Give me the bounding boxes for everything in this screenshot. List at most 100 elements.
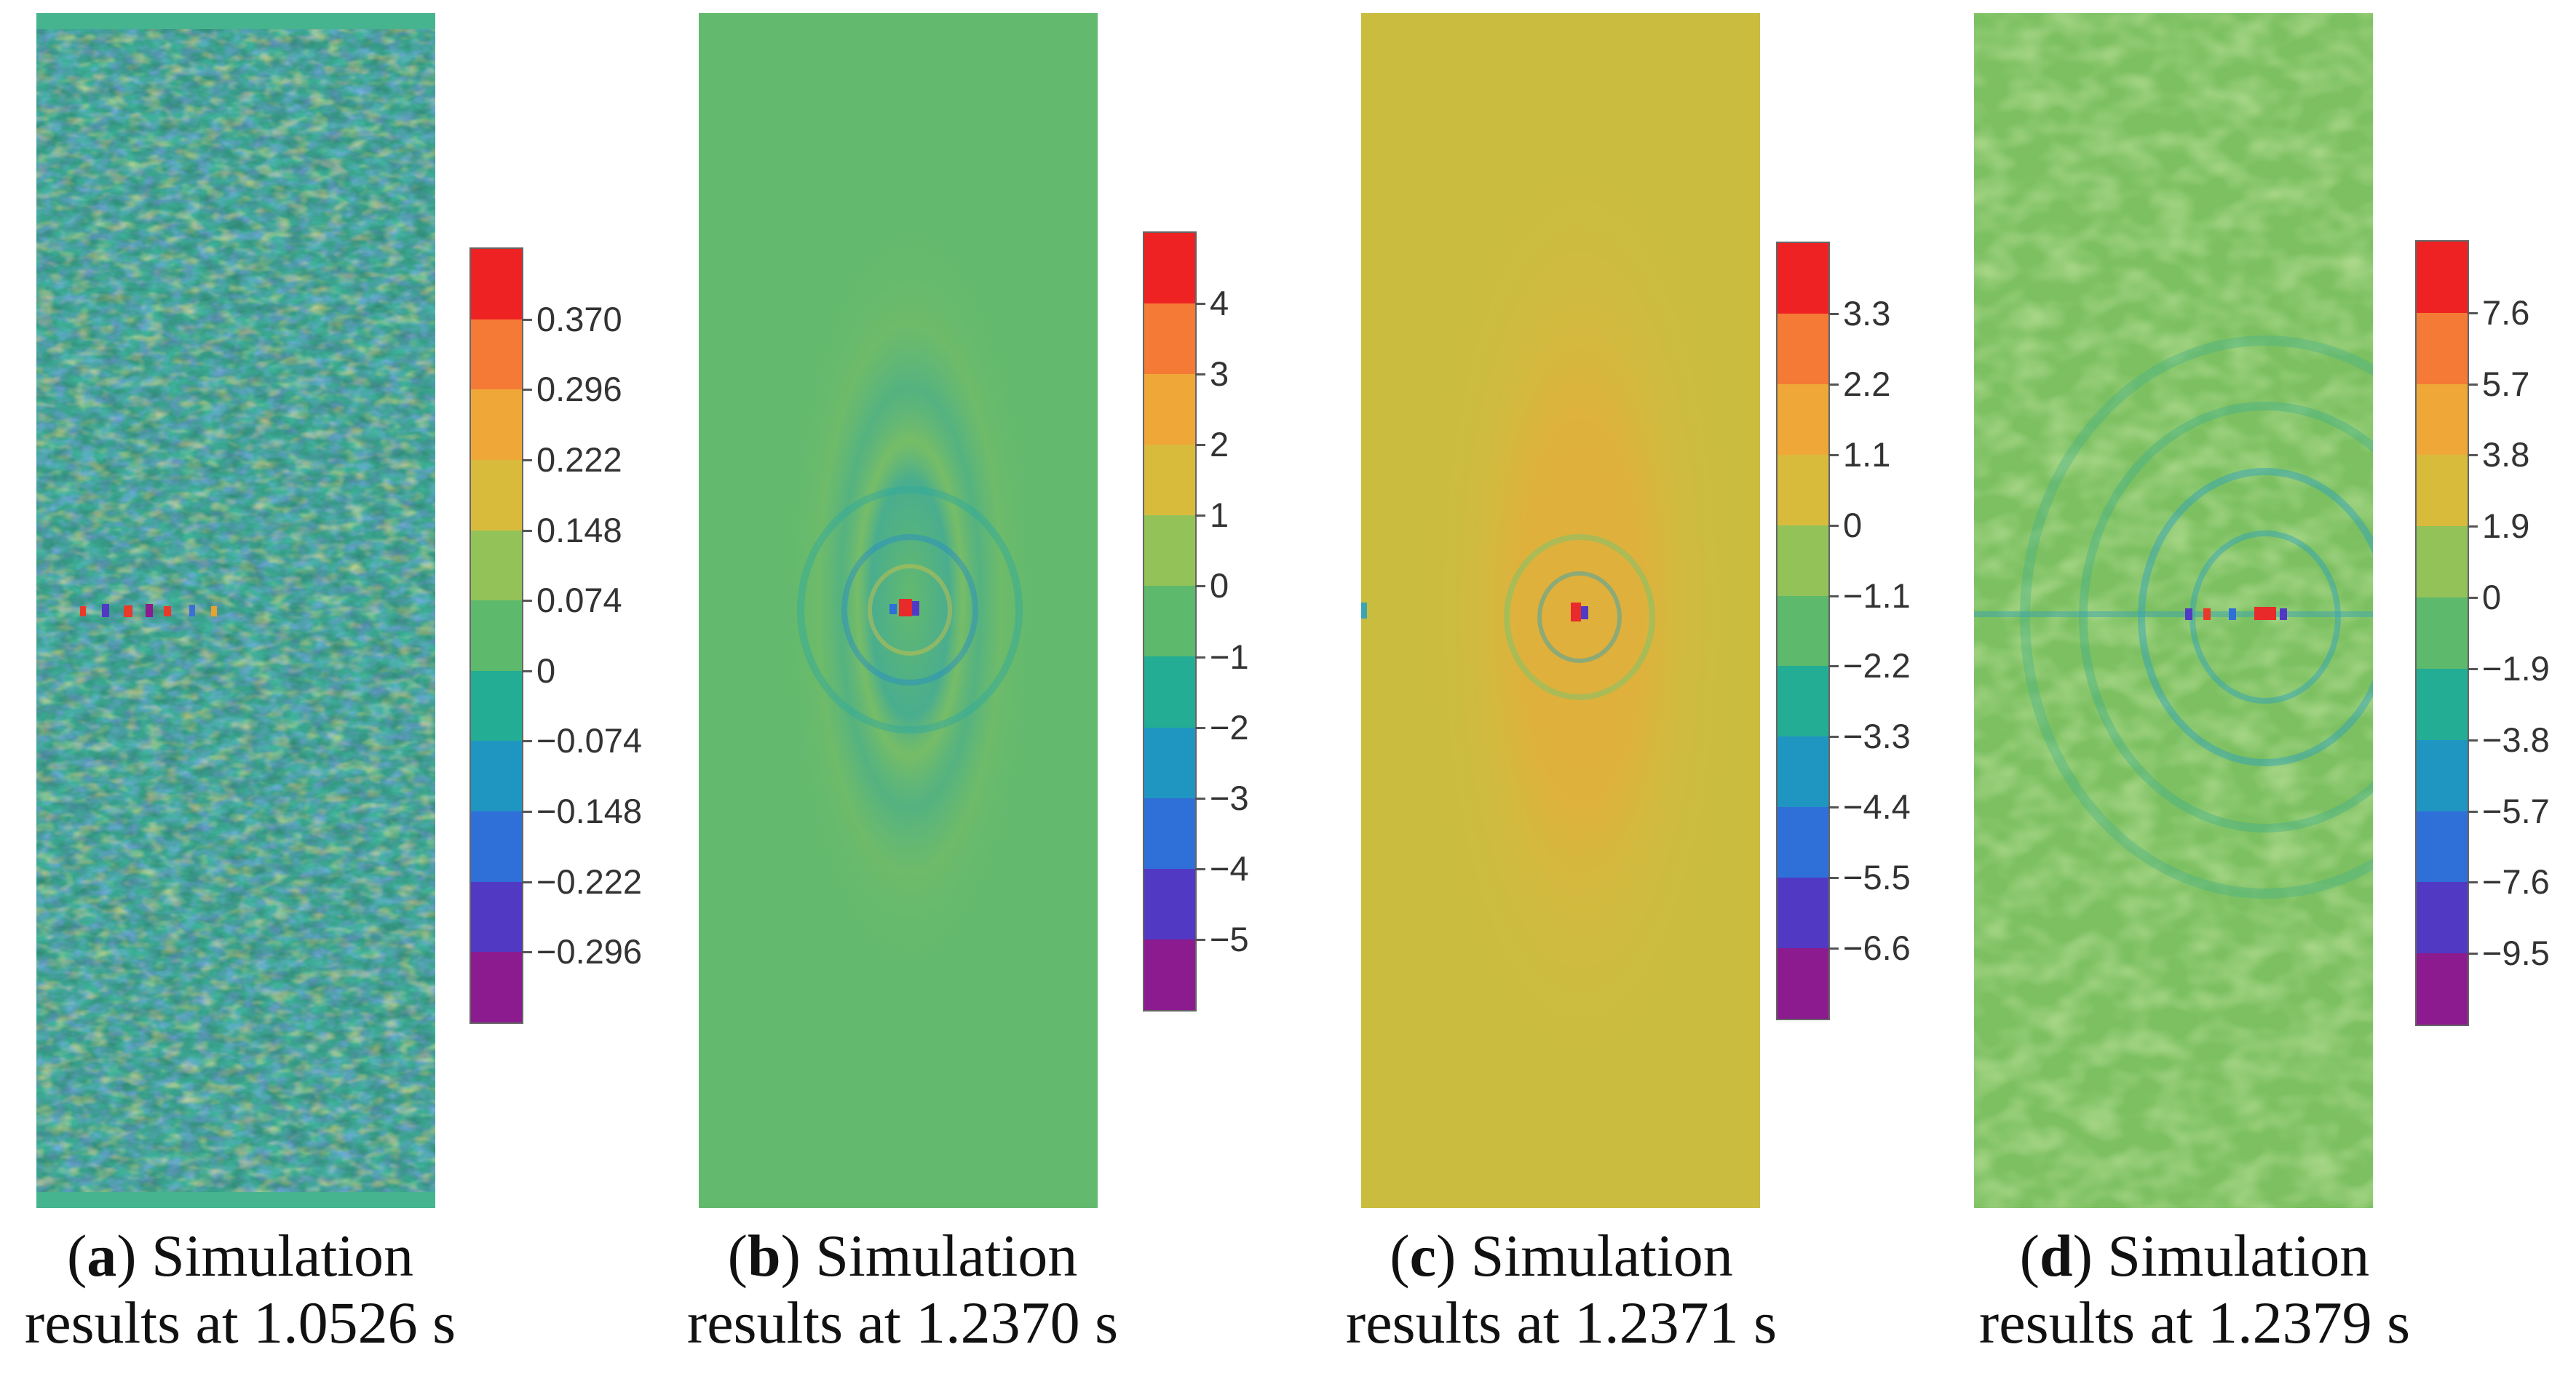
panel-c-tick-mark	[1828, 736, 1839, 739]
panel-b-tick-mark	[1195, 656, 1205, 659]
panel-c-caption: (c) Simulation results at 1.2371 s	[1345, 1223, 1778, 1356]
panel-b-caption-rest: ) Simulation	[780, 1223, 1078, 1289]
panel-d-map	[1974, 13, 2373, 1208]
panel-a-tick-label: 0.222	[536, 440, 622, 479]
colorbar-band	[2417, 739, 2468, 811]
panel-b-tick-mark	[1195, 303, 1205, 306]
colorbar-band	[471, 670, 522, 742]
panel-b-tick-mark	[1195, 938, 1205, 941]
colorbar-band	[1778, 666, 1828, 737]
panel-b-tick-mark	[1195, 514, 1205, 517]
colorbar-band	[471, 530, 522, 601]
panel-c-tick-label: −3.3	[1843, 717, 1911, 756]
panel-a-caption: (a) Simulation results at 1.0526 s	[24, 1223, 456, 1356]
panel-d-tick-mark	[2468, 739, 2478, 742]
panel-b-tick-label: −4	[1210, 849, 1249, 888]
panel-b-tick-label: 0	[1210, 566, 1229, 605]
colorbar-band	[1778, 807, 1828, 878]
panel-c-tick-mark	[1828, 947, 1839, 950]
colorbar-band	[1144, 515, 1195, 587]
colorbar-band	[1778, 243, 1828, 314]
panel-b-tick-mark	[1195, 585, 1205, 588]
panel-c-tick-mark	[1828, 312, 1839, 315]
panel-d-tick-mark	[2468, 525, 2478, 528]
colorbar-band	[1778, 525, 1828, 596]
panel-a-tick-mark	[522, 529, 532, 532]
panel-a-tick-mark	[522, 458, 532, 461]
panel-c-tick-label: 1.1	[1843, 434, 1891, 474]
colorbar-band	[1144, 798, 1195, 869]
panel-d-tick-label: 7.6	[2482, 293, 2530, 332]
panel-c-tick-mark	[1828, 524, 1839, 527]
panel-a-tick-mark	[522, 951, 532, 954]
panel-b-colorbar	[1143, 231, 1197, 1012]
colorbar-band	[1778, 454, 1828, 525]
colorbar-band	[1144, 303, 1195, 375]
colorbar-band	[2417, 953, 2468, 1025]
panel-d-tick-mark	[2468, 311, 2478, 314]
panel-a-tick-mark	[522, 881, 532, 883]
panel-b-map	[699, 13, 1098, 1208]
panel-a-tick-mark	[522, 669, 532, 672]
colorbar-band	[2417, 384, 2468, 456]
panel-b-tick-mark	[1195, 373, 1205, 376]
panel-c-tick-label: −1.1	[1843, 576, 1911, 615]
panel-a-tick-label: −0.296	[536, 932, 643, 971]
colorbar-band	[2417, 597, 2468, 669]
panel-a-tick-mark	[522, 811, 532, 814]
panel-a-tick-mark	[522, 389, 532, 392]
colorbar-band	[1144, 374, 1195, 445]
panel-d-caption-rest: ) Simulation	[2072, 1223, 2370, 1289]
panel-c-tick-label: −4.4	[1843, 787, 1911, 827]
colorbar-band	[1144, 939, 1195, 1010]
panel-c-tick-label: 3.3	[1843, 293, 1891, 333]
panel-b-tick-label: −1	[1210, 637, 1249, 676]
panel-c-letter: c	[1409, 1223, 1436, 1289]
panel-b-tick-mark	[1195, 867, 1205, 870]
panel-d-tick-mark	[2468, 953, 2478, 955]
panel-b-caption: (b) Simulation results at 1.2370 s	[686, 1223, 1119, 1356]
panel-c-caption-line2: results at 1.2371 s	[1345, 1289, 1778, 1356]
panel-d-tick-label: 0	[2482, 578, 2502, 617]
colorbar-band	[1778, 384, 1828, 455]
panel-b-tick-label: −5	[1210, 919, 1249, 958]
panel-b-tick-label: −2	[1210, 707, 1249, 747]
panel-c-tick-mark	[1828, 453, 1839, 456]
panel-d-tick-mark	[2468, 810, 2478, 813]
colorbar-band	[1144, 445, 1195, 516]
colorbar-band	[2417, 668, 2468, 740]
colorbar-band	[1778, 948, 1828, 1019]
colorbar-band	[471, 459, 522, 530]
panel-a-tick-mark	[522, 600, 532, 603]
panel-d-tick-mark	[2468, 597, 2478, 600]
colorbar-band	[471, 389, 522, 460]
colorbar-band	[1144, 656, 1195, 728]
panel-a-map	[36, 13, 435, 1208]
panel-b-letter: b	[747, 1223, 781, 1289]
panel-c-tick-label: −2.2	[1843, 646, 1911, 685]
colorbar-band	[1778, 595, 1828, 667]
panel-a-caption-line2: results at 1.0526 s	[24, 1289, 456, 1356]
panel-b-tick-label: 1	[1210, 496, 1229, 535]
panel-d-tick-mark	[2468, 383, 2478, 386]
panel-a-tick-label: −0.148	[536, 792, 643, 831]
panel-d-tick-label: 1.9	[2482, 506, 2530, 546]
colorbar-band	[471, 952, 522, 1022]
colorbar-band	[471, 600, 522, 671]
colorbar-band	[1144, 868, 1195, 939]
colorbar-band	[2417, 455, 2468, 527]
panel-b-caption-line2: results at 1.2370 s	[686, 1289, 1119, 1356]
colorbar-band	[1144, 233, 1195, 304]
colorbar-band	[2417, 312, 2468, 384]
panel-c-tick-label: −5.5	[1843, 858, 1911, 897]
panel-d-tick-label: −9.5	[2482, 934, 2550, 973]
panel-d-tick-mark	[2468, 667, 2478, 670]
colorbar-band	[2417, 882, 2468, 954]
colorbar-band	[2417, 811, 2468, 883]
panel-a-colorbar	[469, 247, 523, 1024]
panel-c-tick-label: 2.2	[1843, 364, 1891, 403]
colorbar-band	[471, 319, 522, 390]
panel-d-tick-label: 5.7	[2482, 364, 2530, 403]
panel-d-letter: d	[2039, 1223, 2073, 1289]
panel-d-tick-label: −7.6	[2482, 862, 2550, 902]
